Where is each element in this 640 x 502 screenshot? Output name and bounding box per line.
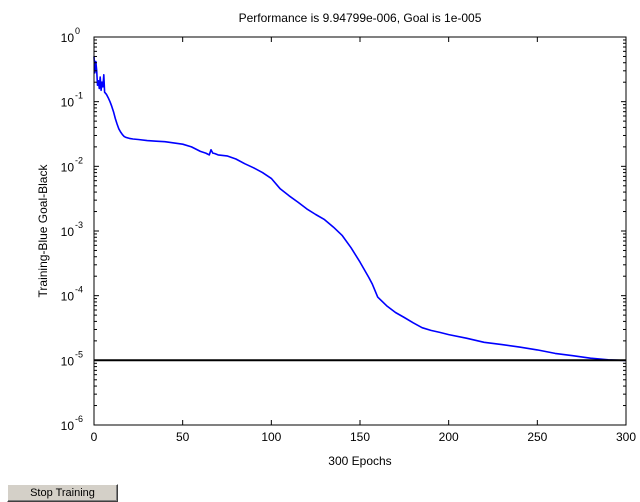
y-tick-label: 10 xyxy=(61,96,75,110)
x-tick-label: 150 xyxy=(350,430,370,444)
y-tick-exponent: -6 xyxy=(75,414,83,424)
y-tick-exponent: -3 xyxy=(75,220,83,230)
x-tick-label: 50 xyxy=(176,430,190,444)
y-axis-label: Training-Blue Goal-Black xyxy=(36,164,50,298)
chart: Performance is 9.94799e-006, Goal is 1e-… xyxy=(36,11,636,468)
y-tick-label: 10 xyxy=(61,160,75,174)
y-tick-label: 10 xyxy=(61,290,75,304)
x-tick-label: 300 xyxy=(616,430,636,444)
y-tick-label: 10 xyxy=(61,354,75,368)
y-tick-label: 10 xyxy=(61,31,75,45)
x-tick-label: 250 xyxy=(527,430,547,444)
stop-training-button[interactable]: Stop Training xyxy=(7,484,118,502)
chart-title: Performance is 9.94799e-006, Goal is 1e-… xyxy=(239,11,482,25)
x-axis: 0 50 100 150 200 250 300 xyxy=(91,37,636,444)
y-tick-exponent: -5 xyxy=(75,349,83,359)
x-axis-label: 300 Epochs xyxy=(328,454,391,468)
training-performance-line xyxy=(93,56,627,362)
plot-area-frame xyxy=(93,36,627,426)
x-tick-label: 100 xyxy=(261,430,281,444)
y-tick-label: 10 xyxy=(61,419,75,433)
plot-series xyxy=(93,56,627,362)
x-tick-label: 200 xyxy=(439,430,459,444)
y-tick-exponent: 0 xyxy=(75,26,80,36)
y-tick-exponent: -2 xyxy=(75,155,83,165)
x-tick-label: 0 xyxy=(91,430,98,444)
y-tick-label: 10 xyxy=(61,225,75,239)
y-tick-exponent: -1 xyxy=(75,91,83,101)
y-tick-exponent: -4 xyxy=(75,285,83,295)
